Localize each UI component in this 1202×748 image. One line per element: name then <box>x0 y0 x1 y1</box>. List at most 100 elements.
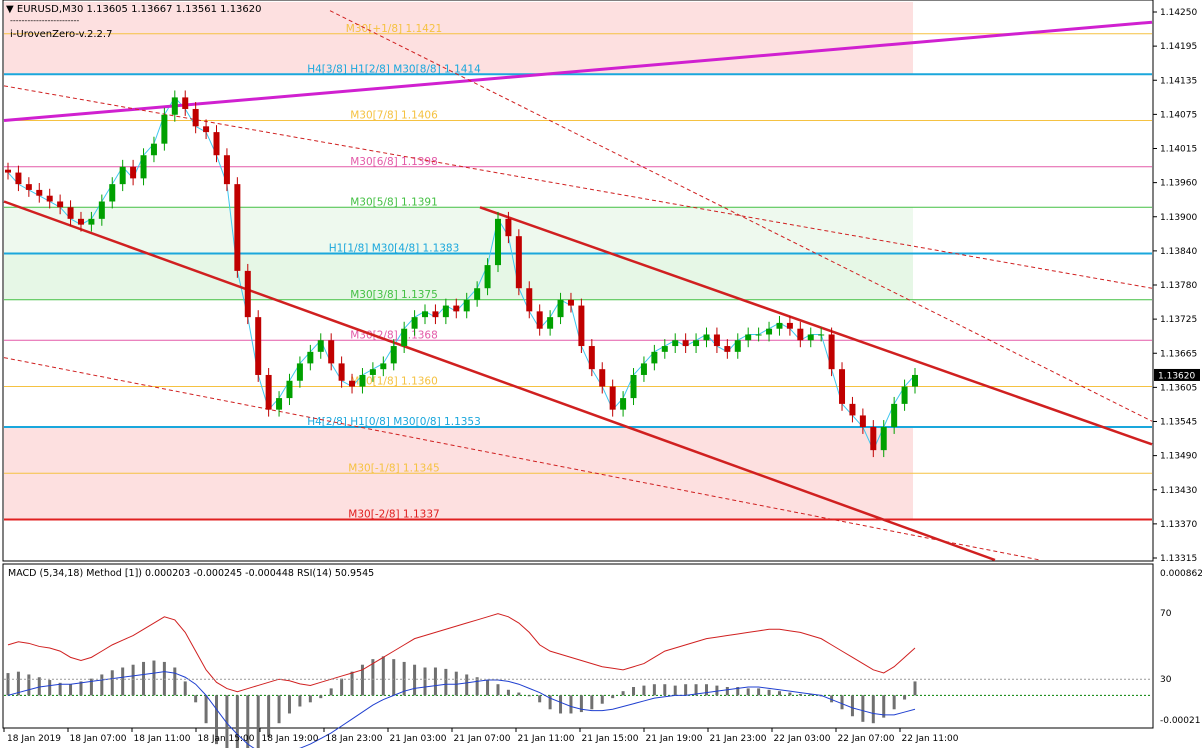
indicator-panel-frame <box>2 563 1154 729</box>
candle-body <box>119 166 126 185</box>
candle-body <box>213 132 220 156</box>
macd-bar <box>496 684 500 696</box>
candle-body <box>67 207 74 219</box>
price-scale: 1.14250 1.14195 1.14135 1.14075 1.14015 1.139… <box>1153 8 1200 564</box>
candle-body <box>786 322 793 329</box>
candle-body <box>161 114 168 144</box>
symbol-ohlc: EURUSD,M30 1.13605 1.13667 1.13561 1.136… <box>16 4 262 15</box>
price-tick-label: 1.13430 <box>1160 486 1197 496</box>
indicator-name: i-UrovenZero-v.2.2.7 <box>10 29 113 40</box>
candle-body <box>682 340 689 347</box>
macd-bar <box>892 695 896 710</box>
rsi-tick-30: 30 <box>1160 675 1172 685</box>
time-label: 21 Jan 07:00 <box>454 734 511 744</box>
level-label-6: M30[3/8] 1.1375 <box>350 289 438 301</box>
price-tick-label: 1.13960 <box>1160 179 1197 189</box>
symbol-header: ▼ EURUSD,M30 1.13605 1.13667 1.13561 1.1… <box>6 4 262 15</box>
candle-body <box>672 340 679 347</box>
dashed-channel-0 <box>3 85 1153 289</box>
macd-bar <box>757 688 761 696</box>
macd-signal-line <box>7 671 916 748</box>
current-price-box <box>1154 368 1200 381</box>
candle-body <box>828 334 835 370</box>
time-label: 18 Jan 19:00 <box>262 734 319 744</box>
macd-bar <box>486 680 490 696</box>
price-tick-label: 1.14250 <box>1160 8 1197 18</box>
candle-body <box>807 334 814 341</box>
candle-body <box>578 305 585 347</box>
macd-bar <box>204 695 208 724</box>
macd-bar <box>600 695 604 704</box>
candle-body <box>88 218 95 225</box>
macd-bar <box>152 660 156 696</box>
macd-bar <box>788 692 792 696</box>
time-label: 18 Jan 23:00 <box>326 734 383 744</box>
price-tick-label: 1.13725 <box>1160 315 1197 325</box>
macd-bar <box>632 687 636 696</box>
candle-body <box>891 403 898 428</box>
macd-bar <box>413 664 417 696</box>
candle-body <box>630 374 637 399</box>
murrey-levels: M30[+1/8] 1.1421 H4[3/8] H1[2/8] M30[8/8]… <box>4 23 1152 521</box>
candle-body <box>57 201 64 208</box>
macd-bar <box>37 677 41 696</box>
macd-bar <box>444 668 448 696</box>
macd-bar <box>840 695 844 710</box>
macd-bar <box>121 667 125 696</box>
candle-body <box>349 380 356 387</box>
level-label-10: M30[-1/8] 1.1345 <box>348 462 439 474</box>
time-label: 18 Jan 15:00 <box>198 734 255 744</box>
candle-body <box>109 184 116 202</box>
time-label: 18 Jan 2019 <box>7 734 61 744</box>
dropdown-triangle-icon[interactable]: ▼ <box>6 4 14 15</box>
macd-bar <box>465 674 469 696</box>
macd-bar <box>194 695 198 703</box>
candle-body <box>422 311 429 318</box>
time-label: 18 Jan 07:00 <box>70 734 127 744</box>
time-label: 21 Jan 15:00 <box>582 734 639 744</box>
macd-bar <box>392 659 396 696</box>
time-label: 21 Jan 19:00 <box>646 734 703 744</box>
macd-bar <box>559 695 563 714</box>
macd-bar <box>684 684 688 696</box>
dashed-channel-1 <box>3 357 1041 561</box>
price-tick-label: 1.13900 <box>1160 213 1197 223</box>
macd-bar <box>69 684 73 696</box>
time-label: 22 Jan 11:00 <box>902 734 959 744</box>
level-label-1: H4[3/8] H1[2/8] M30[8/8] 1.1414 <box>307 63 481 75</box>
macd-bar <box>298 695 302 707</box>
time-label: 22 Jan 07:00 <box>838 734 895 744</box>
macd-bar <box>527 695 531 697</box>
candle-body <box>286 380 293 399</box>
indicator-label: MACD (5,34,18) Method [1]) 0.000203 -0.0… <box>8 568 374 579</box>
macd-bar <box>256 695 260 748</box>
indicator-panel: 0.000862 -0.00021 70 30 <box>4 569 1202 748</box>
macd-bar <box>100 674 104 696</box>
candle-body <box>234 184 241 271</box>
price-tick-label: 1.13315 <box>1160 554 1197 564</box>
macd-bar <box>308 695 312 703</box>
candle-body <box>526 288 533 312</box>
macd-bar <box>340 678 344 696</box>
macd-bar <box>611 695 615 699</box>
time-label: 22 Jan 03:00 <box>774 734 831 744</box>
candlesticks <box>5 90 918 458</box>
macd-bar <box>506 689 510 696</box>
candle-body <box>505 218 512 237</box>
price-tick-label: 1.13370 <box>1160 520 1197 530</box>
candle-body <box>307 351 314 364</box>
level-label-11: M30[-2/8] 1.1337 <box>348 509 439 521</box>
candle-body <box>46 195 53 202</box>
candle-body <box>776 322 783 329</box>
candle-body <box>724 346 731 352</box>
macd-bar <box>913 681 917 696</box>
macd-bar <box>423 667 427 696</box>
candle-body <box>244 270 251 318</box>
level-label-9: H4[2/8] H1[0/8] M30[0/8] 1.1353 <box>307 416 481 428</box>
candle-body <box>182 97 189 109</box>
candle-body <box>515 236 522 289</box>
zone-2 <box>4 207 913 254</box>
macd-bar <box>6 673 10 696</box>
macd-bar <box>16 671 20 696</box>
